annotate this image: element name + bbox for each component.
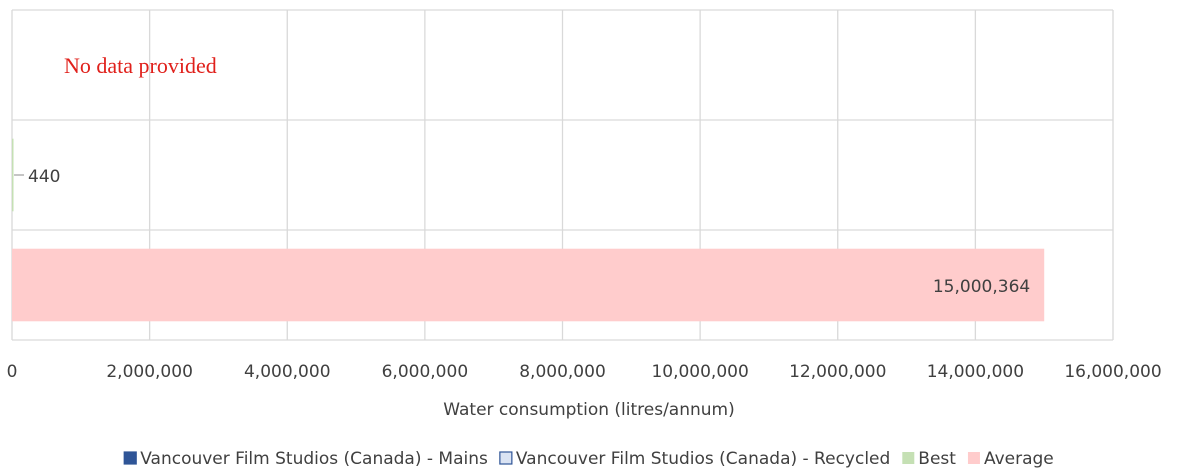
x-tick-label: 12,000,000 <box>789 362 886 382</box>
x-tick-label: 0 <box>7 362 18 382</box>
legend-label: Vancouver Film Studios (Canada) - Recycl… <box>516 449 890 469</box>
x-tick-label: 16,000,000 <box>1064 362 1161 382</box>
x-tick-label: 14,000,000 <box>927 362 1024 382</box>
x-tick-label: 10,000,000 <box>651 362 748 382</box>
legend-swatch <box>123 451 137 465</box>
data-label: 15,000,364 <box>933 277 1030 297</box>
legend-swatch <box>499 451 513 465</box>
x-tick-label: 2,000,000 <box>106 362 193 382</box>
legend-label: Average <box>984 449 1054 469</box>
x-axis-title: Water consumption (litres/annum) <box>443 400 734 420</box>
x-tick-label: 6,000,000 <box>382 362 469 382</box>
x-tick-label: 8,000,000 <box>519 362 606 382</box>
annotation: No data provided <box>64 53 217 78</box>
legend-label: Best <box>918 449 956 469</box>
legend: Vancouver Film Studios (Canada) - Mains V… <box>123 449 1054 469</box>
legend-swatch <box>967 452 980 464</box>
x-tick-label: 4,000,000 <box>244 362 331 382</box>
data-label: 440 <box>28 167 60 187</box>
bar <box>12 248 1045 322</box>
legend-label: Vancouver Film Studios (Canada) - Mains <box>140 449 488 469</box>
bar <box>12 138 14 212</box>
legend-swatch <box>902 452 915 464</box>
